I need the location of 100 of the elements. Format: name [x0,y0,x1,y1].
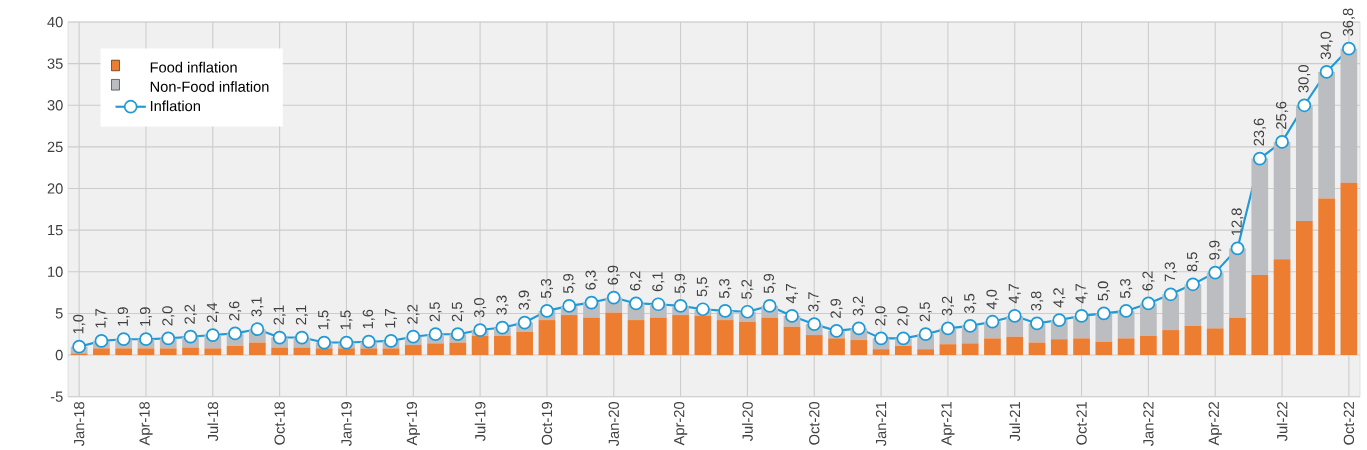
point [406,329,421,344]
x-tick-label: Oct-20 [809,401,820,445]
bar [872,349,890,356]
data-label: 7,3 [1164,262,1177,282]
point [606,290,621,305]
bar [672,315,689,356]
bar [516,331,534,356]
point [1007,309,1022,323]
point [161,331,176,346]
y-tick-label: 35 [47,58,63,69]
x-tick-label: Apr-21 [941,402,955,446]
x-tick-label: Jul-18 [207,402,219,442]
data-label: 6,2 [1142,271,1155,291]
data-label: 3,7 [808,292,821,312]
data-label: 25,6 [1276,101,1289,129]
point [94,334,109,348]
point [1319,65,1334,79]
bar [115,348,133,356]
data-label: 2,9 [830,298,843,318]
y-tick-label: 25 [47,141,63,153]
data-label: 2,6 [229,301,242,321]
point [718,304,733,318]
data-label: 1,0 [73,314,86,334]
point [985,314,1000,329]
bar [828,338,845,356]
x-tick-label: Jul-21 [1009,402,1021,442]
data-label: 36,8 [1342,8,1355,36]
data-label: 3,2 [852,296,865,316]
bar [382,348,400,356]
data-label: 3,1 [251,297,264,317]
x-tick-label: Jan-22 [1143,402,1154,446]
data-label: 5,9 [763,273,776,294]
bar [716,320,734,356]
bar [939,344,957,356]
bar [805,335,823,356]
point [918,327,933,342]
point [740,304,755,319]
bar [93,348,110,356]
bar [1229,317,1246,356]
point [361,334,376,349]
data-label: 34,0 [1320,31,1333,60]
bar [182,347,199,356]
x-tick-label: Apr-20 [673,401,688,446]
data-label: 4,7 [1008,283,1021,304]
data-label: 1,7 [385,308,397,328]
bar [1117,338,1135,356]
data-label: 3,0 [474,297,487,318]
point [807,317,822,332]
x-tick-label: Apr-22 [1208,402,1222,446]
point [1297,98,1312,113]
bar [449,342,467,356]
data-label: 2,1 [295,305,308,325]
point [450,327,465,342]
data-label: 3,2 [941,296,954,316]
bar [360,348,378,356]
bar [1251,158,1269,276]
data-label: 1,7 [95,308,108,328]
point [762,299,777,313]
bar [1050,339,1068,356]
bar [1273,141,1291,260]
data-label: 8,5 [1186,252,1200,272]
point [295,330,309,345]
data-label: 1,5 [340,310,353,330]
point [963,319,978,333]
bar [1073,338,1090,356]
point [250,322,265,337]
point [116,332,131,347]
legend-label: Non-Food inflation [150,81,269,92]
data-label: 1,6 [362,309,375,329]
point [673,299,688,313]
point [384,334,398,348]
data-label: 4,7 [1075,283,1088,304]
point [941,321,955,336]
point [228,326,242,341]
bar [159,348,177,356]
data-label: 30,0 [1298,65,1311,93]
data-label: 2,5 [919,302,932,322]
point [584,295,599,310]
y-tick-label: 10 [48,266,63,277]
bar [1229,248,1246,318]
data-label: 1,9 [117,307,130,326]
bar [1206,272,1224,329]
point [829,324,844,338]
point [1252,151,1267,166]
bar [1273,259,1291,356]
x-tick-label: Oct-22 [1343,402,1355,445]
data-label: 3,5 [964,293,977,314]
bar [739,321,756,356]
bar [1184,325,1202,356]
data-label: 3,3 [496,295,509,315]
data-label: 3,8 [1030,291,1044,311]
point [1119,304,1133,318]
bar [1206,328,1224,356]
y-tick-label: 0 [55,349,63,361]
bar [605,312,623,356]
x-tick-label: Oct-21 [1076,402,1087,445]
bar [137,348,155,356]
bar [404,345,422,356]
point [428,327,443,342]
point [1230,241,1245,256]
